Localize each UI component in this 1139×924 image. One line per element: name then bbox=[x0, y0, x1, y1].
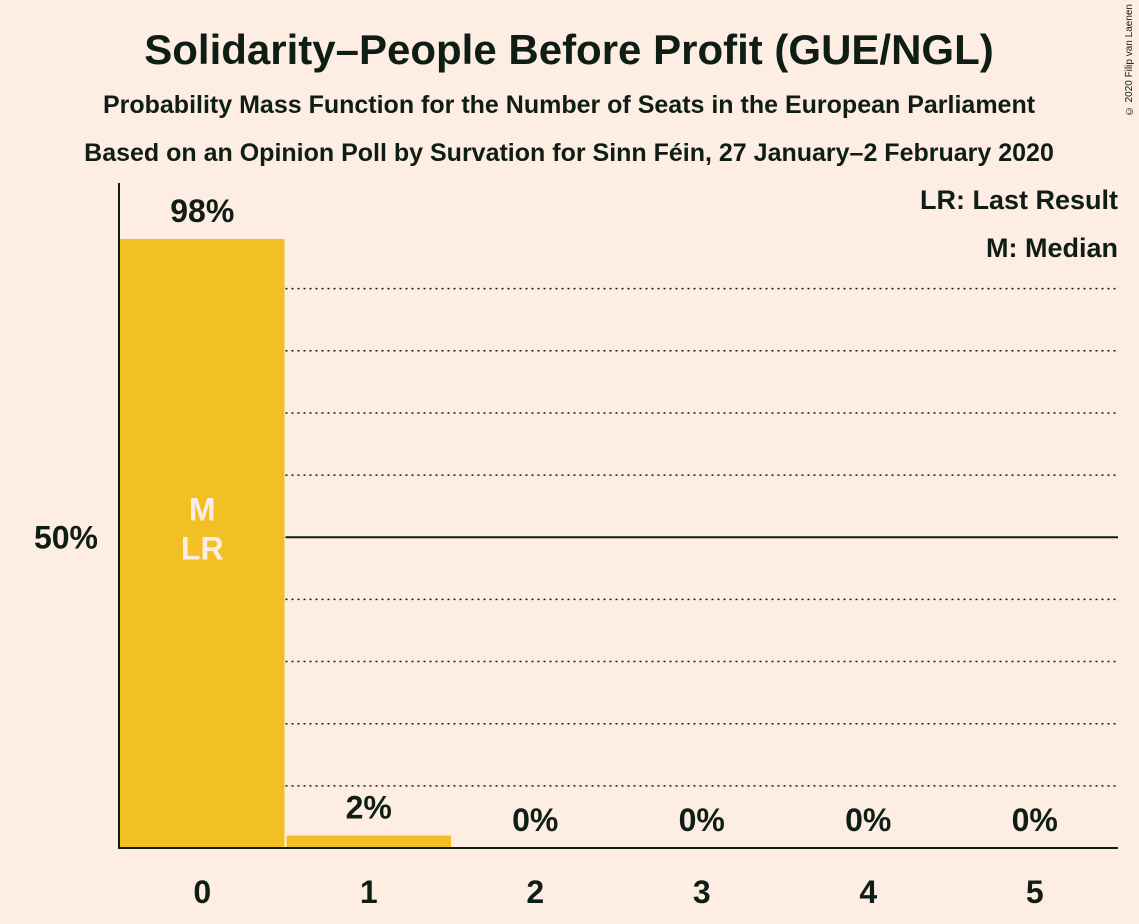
chart-subtitle-source: Based on an Opinion Poll by Survation fo… bbox=[84, 139, 1054, 167]
x-tick-label-4: 4 bbox=[859, 874, 877, 910]
chart-title: Solidarity–People Before Profit (GUE/NGL… bbox=[144, 26, 993, 73]
bar-1 bbox=[286, 835, 451, 848]
data-label-0: 98% bbox=[170, 193, 234, 229]
legend-median: M: Median bbox=[986, 233, 1118, 263]
median-marker: M bbox=[189, 491, 216, 527]
x-tick-label-1: 1 bbox=[360, 874, 378, 910]
bar-markers: MLR bbox=[181, 491, 224, 566]
x-tick-label-5: 5 bbox=[1026, 874, 1044, 910]
legend-last-result: LR: Last Result bbox=[920, 185, 1118, 215]
x-tick-labels: 0 1 2 3 4 5 bbox=[193, 874, 1043, 910]
data-labels: 98% 2% 0% 0% 0% 0% bbox=[170, 193, 1058, 838]
x-tick-label-3: 3 bbox=[693, 874, 711, 910]
last-result-marker: LR bbox=[181, 530, 224, 566]
gridlines bbox=[285, 287, 1118, 787]
data-label-4: 0% bbox=[845, 802, 891, 838]
x-tick-label-2: 2 bbox=[526, 874, 544, 910]
bars bbox=[120, 238, 451, 849]
data-label-5: 0% bbox=[1012, 802, 1058, 838]
y-tick-label-50: 50% bbox=[34, 519, 98, 555]
x-tick-label-0: 0 bbox=[193, 874, 211, 910]
data-label-2: 0% bbox=[512, 802, 558, 838]
data-label-1: 2% bbox=[346, 790, 392, 826]
chart-subtitle: Probability Mass Function for the Number… bbox=[103, 91, 1036, 119]
data-label-3: 0% bbox=[679, 802, 725, 838]
bar-0 bbox=[120, 238, 285, 849]
